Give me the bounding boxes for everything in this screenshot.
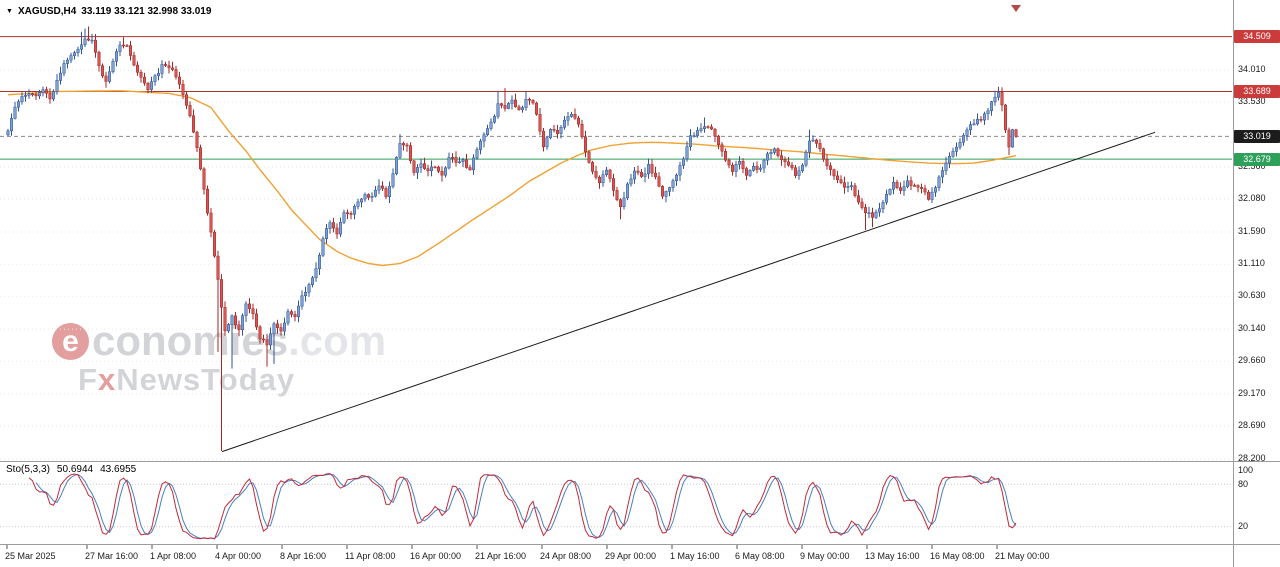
price-tick-label: 30.630: [1238, 290, 1266, 301]
time-tick-label: 16 Apr 00:00: [410, 551, 462, 561]
chevron-down-icon[interactable]: ▼: [6, 7, 13, 15]
time-tick-label: 9 May 00:00: [800, 551, 850, 561]
time-tick-label: 1 May 16:00: [670, 551, 720, 561]
time-tick-label: 16 May 08:00: [930, 551, 985, 561]
indicator-main-value: 50.6944: [56, 464, 94, 475]
price-badge-resistance: 34.509: [1234, 30, 1280, 44]
price-tick-label: 32.080: [1238, 193, 1266, 204]
time-tick-label: 27 Mar 16:00: [85, 551, 139, 561]
price-badge-resistance: 33.689: [1234, 84, 1280, 98]
price-badge-support: 32.679: [1234, 152, 1280, 166]
watermark-tagline-x: x: [97, 362, 117, 397]
price-tick-label: 31.590: [1238, 226, 1266, 237]
watermark-tagline-rest: NewsToday: [116, 362, 296, 397]
price-tick-label: 34.010: [1238, 64, 1266, 74]
price-tick-label: 31.110: [1238, 258, 1265, 269]
price-tick-label: 29.660: [1238, 355, 1266, 366]
trendline[interactable]: [221, 131, 1156, 453]
candles: [6, 26, 1018, 451]
time-tick-label: 4 Apr 00:00: [215, 551, 262, 561]
time-tick-label: 13 May 16:00: [865, 551, 920, 561]
time-tick-label: 24 Apr 08:00: [540, 551, 592, 561]
watermark-tagline-f: F: [78, 362, 98, 397]
time-tick-label: 21 May 00:00: [995, 551, 1050, 561]
price-tick-label: 28.690: [1238, 420, 1266, 431]
watermark-tagline: FxNewsToday: [78, 364, 386, 395]
watermark-brand: e conomies .com: [52, 320, 386, 362]
ohlc-readout: 33.119 33.121 32.998 33.019: [81, 6, 212, 17]
watermark-brand-suffix: .com: [288, 317, 387, 364]
time-tick-label: 29 Apr 00:00: [605, 551, 657, 561]
time-tick-label: 6 May 08:00: [735, 551, 785, 561]
chart-shift-marker-icon: [1011, 5, 1021, 12]
horizontal-levels[interactable]: [0, 36, 1232, 160]
symbol-info: ▼ XAGUSD,H4 33.119 33.121 32.998 33.019: [6, 6, 211, 17]
time-tick-label: 1 Apr 08:00: [150, 551, 197, 561]
moving-average-line: [7, 90, 1017, 267]
price-tick-label: 29.170: [1238, 388, 1266, 399]
economies-logo-icon: e: [52, 322, 89, 360]
indicator-name: Sto(5,3,3): [6, 464, 50, 475]
price-tick-label: 32.560: [1238, 161, 1266, 172]
indicator-signal-value: 43.6955: [100, 464, 137, 475]
time-tick-label: 11 Apr 08:00: [345, 551, 396, 561]
time-tick-label: 21 Apr 16:00: [475, 551, 527, 561]
indicator-level-label: 20: [1238, 521, 1249, 532]
watermark: e conomies .com FxNewsToday: [52, 320, 386, 395]
price-badge-current-price: 33.019: [1234, 129, 1280, 143]
price-tick-label: 30.140: [1238, 323, 1266, 334]
indicator-level-label: 100: [1238, 464, 1254, 475]
symbol-label: XAGUSD,H4: [17, 6, 77, 17]
time-tick-label: 25 Mar 2025: [5, 551, 56, 561]
time-tick-label: 8 Apr 16:00: [280, 551, 327, 561]
indicator-level-label: 80: [1238, 478, 1249, 489]
grid-lines: [0, 69, 1232, 528]
stochastic-lines: [28, 473, 1017, 540]
price-tick-label: 28.200: [1238, 453, 1266, 463]
indicator-label: Sto(5,3,3) 50.6944 43.6955: [6, 464, 136, 475]
price-tick-label: 33.530: [1238, 96, 1266, 107]
